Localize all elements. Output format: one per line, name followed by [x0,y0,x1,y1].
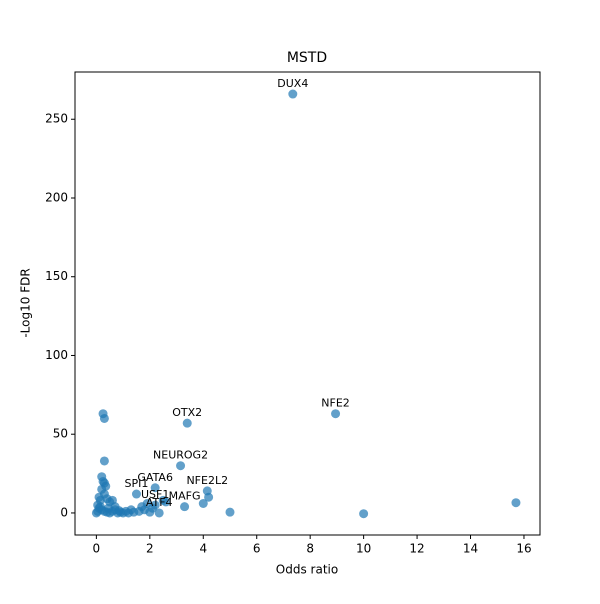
point-label: GATA6 [137,471,173,484]
x-tick-label: 10 [356,542,371,556]
point [103,503,113,513]
y-tick-label: 250 [45,112,68,126]
x-tick-label: 6 [253,542,261,556]
y-tick-label: 150 [45,269,68,283]
x-tick-label: 14 [463,542,478,556]
point [99,456,109,466]
x-tick-label: 4 [199,542,207,556]
point [288,89,298,99]
point [161,497,171,507]
point [150,483,160,493]
point-label: ATF4 [146,496,173,509]
y-tick-label: 200 [45,190,68,204]
point-label: USF1 [141,488,169,501]
point [198,499,208,509]
point [225,507,235,517]
x-tick-label: 8 [306,542,314,556]
point-label: NFE2 [321,397,350,410]
plot-frame [74,71,541,536]
y-tick-label: 0 [60,505,68,519]
point [331,409,341,419]
chart-title: MSTD [287,50,327,66]
point [511,498,521,508]
point [204,492,214,502]
point [182,418,192,428]
point [359,509,369,519]
point-label: OTX2 [172,406,202,419]
point-label: MAFG [169,490,201,503]
point [131,489,141,499]
x-tick-label: 16 [516,542,531,556]
x-tick-label: 2 [146,542,154,556]
x-tick-label: 12 [409,542,424,556]
point-label: DUX4 [277,77,308,90]
point [154,508,164,518]
y-tick-label: 100 [45,348,68,362]
point [180,502,190,512]
x-axis-label: Odds ratio [276,563,338,577]
y-axis-label: -Log10 FDR [19,268,33,337]
y-tick-label: 50 [53,427,68,441]
point [99,413,109,423]
point [95,502,105,512]
x-tick-label: 0 [93,542,101,556]
point [137,502,147,512]
point-label: NFE2L2 [186,474,228,487]
point [114,506,124,516]
point [145,507,155,517]
point-label: SPI1 [125,477,149,490]
point-label: NEUROG2 [153,449,208,462]
point [176,461,186,471]
